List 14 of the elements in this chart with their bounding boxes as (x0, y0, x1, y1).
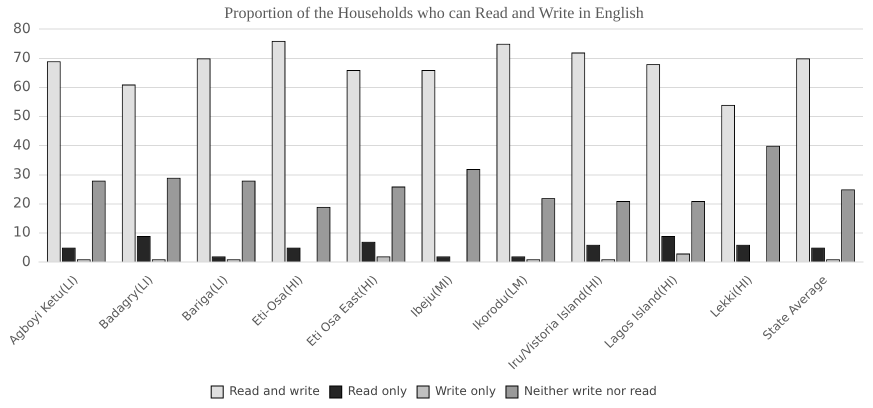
y-tick-label: 20 (12, 196, 31, 212)
y-tick-label: 40 (12, 137, 31, 154)
legend-label: Read and write (229, 384, 320, 398)
y-tick-label: 30 (12, 166, 31, 182)
legend-label: Neither write nor read (524, 384, 657, 398)
y-tick-label: 50 (12, 108, 31, 124)
y-tick-label: 80 (12, 20, 31, 37)
y-tick-label: 0 (22, 254, 31, 270)
legend-label: Write only (435, 384, 496, 398)
y-tick-label: 60 (12, 79, 31, 96)
y-tick-label: 70 (12, 50, 31, 66)
y-tick-label: 10 (12, 224, 31, 241)
legend-label: Read only (348, 384, 408, 398)
chart-title: Proportion of the Households who can Read and Write in English (224, 4, 644, 22)
